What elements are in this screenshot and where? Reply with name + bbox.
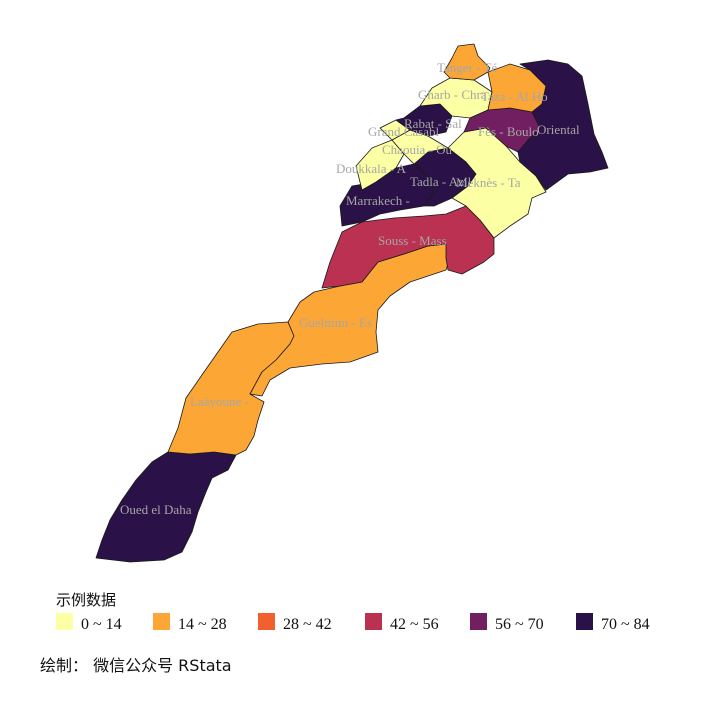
caption: 绘制： 微信公众号 RStata [40, 656, 232, 675]
legend-label-3: 42 ~ 56 [390, 616, 439, 633]
labels-layer: Tanger - Té Gharb - Chra Taza - Al Ho Or… [120, 60, 580, 517]
region-label-doukkala: Doukkala - A [336, 161, 407, 176]
legend-swatch-0 [56, 613, 73, 630]
legend-swatch-3 [365, 613, 382, 630]
legend-swatch-5 [576, 613, 593, 630]
region-label-fes: Fès - Boulo [478, 124, 539, 139]
legend-label-4: 56 ~ 70 [495, 616, 544, 633]
legend-swatch-1 [153, 613, 170, 630]
legend-label-1: 14 ~ 28 [178, 616, 227, 633]
regions-layer [95, 43, 609, 563]
legend: 示例数据 0 ~ 14 14 ~ 28 28 ~ 42 42 ~ 56 56 ~… [56, 591, 650, 633]
region-laayoune [167, 321, 295, 456]
region-label-laayoune: Laâyoune - [190, 394, 249, 409]
region-label-tadla: Tadla - Azil [410, 174, 472, 189]
region-label-chaouia: Chaouia - Ou [382, 142, 453, 157]
legend-label-0: 0 ~ 14 [81, 616, 122, 633]
region-label-marrakech: Marrakech - [346, 193, 410, 208]
region-label-guelmim: Guelmim - Es [299, 315, 372, 330]
region-tanger [443, 43, 491, 81]
legend-swatch-2 [258, 613, 275, 630]
region-label-souss: Souss - Mass [378, 233, 447, 248]
region-label-meknes: Meknès - Ta [456, 175, 521, 190]
region-label-tanger: Tanger - Té [437, 60, 497, 75]
legend-title: 示例数据 [56, 591, 116, 609]
legend-label-5: 70 ~ 84 [601, 616, 650, 633]
region-label-gharb: Gharb - Chra [418, 87, 487, 102]
legend-swatch-4 [470, 613, 487, 630]
region-oriental [517, 59, 609, 191]
region-label-taza: Taza - Al Ho [481, 89, 548, 104]
region-label-oriental: Oriental [537, 122, 580, 137]
legend-label-2: 28 ~ 42 [283, 616, 332, 633]
region-doukkala [355, 139, 405, 191]
region-label-grand-casablanca: Grand Casabl [368, 124, 440, 139]
region-label-oued-eddahab: Oued el Daha [120, 502, 192, 517]
region-souss [321, 205, 495, 289]
region-label-rabat: Rabat - Sal [404, 116, 462, 131]
